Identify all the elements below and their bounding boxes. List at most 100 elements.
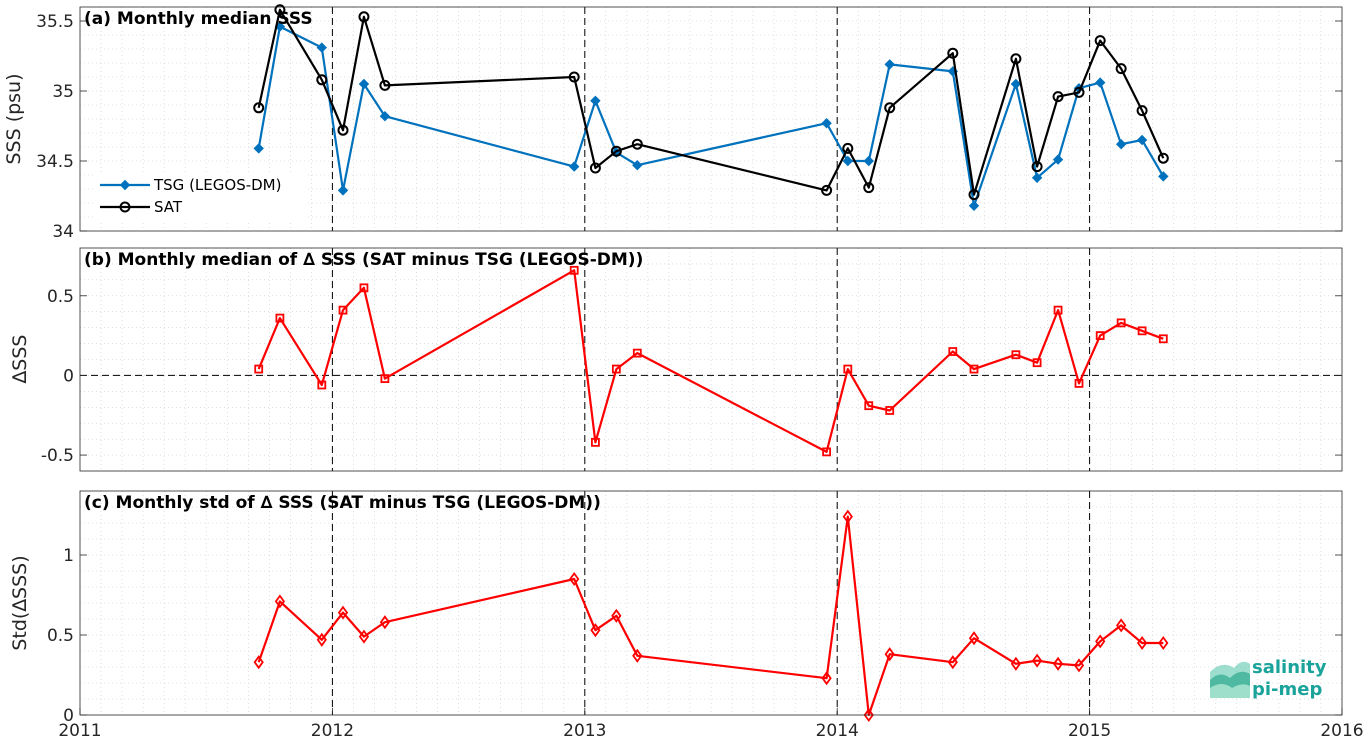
data-point-circle (379, 79, 391, 91)
data-point-diamond (968, 200, 980, 212)
data-point-diamond (1010, 78, 1022, 90)
data-point-square (843, 364, 853, 374)
x-tick-label: 2013 (563, 721, 606, 741)
panel-a-y-axis-label: SSS (psu) (3, 73, 25, 164)
panel-b-title: (b) Monthly median of ∆ SSS (SAT minus T… (84, 250, 643, 270)
x-tick-label: 2015 (1068, 721, 1111, 741)
data-point-square (275, 313, 285, 323)
data-point-diamond (1052, 154, 1064, 165)
data-point-diamond-open (1073, 658, 1085, 673)
data-point-diamond-open (1136, 635, 1148, 651)
data-point-square (359, 283, 369, 293)
data-point-square (1095, 331, 1105, 341)
panel-b-background (80, 248, 1342, 471)
data-point-square (1032, 358, 1042, 368)
data-point-diamond (1158, 171, 1169, 182)
y-tick-label: 35 (52, 82, 74, 102)
data-point-circle (1010, 53, 1022, 65)
data-point-diamond-open (863, 707, 874, 723)
logo-wave-front (1210, 684, 1250, 698)
data-point-diamond-open (1010, 656, 1022, 671)
data-point-circle (274, 4, 286, 16)
data-point-square (569, 265, 579, 275)
y-tick-label: 0.5 (47, 287, 74, 307)
data-point-square (338, 305, 348, 315)
data-point-square (1116, 318, 1126, 328)
pi-mep-logo-graphic (1210, 661, 1250, 698)
data-point-circle (1073, 86, 1085, 98)
legend-tsg-marker (119, 179, 131, 191)
data-point-diamond-open (590, 623, 601, 638)
data-point-diamond (632, 159, 643, 171)
legend-sat-label: SAT (154, 198, 183, 216)
panel-a-title: (a) Monthly median SSS (84, 9, 313, 29)
panel-c-x-ticks: 2011 2012 2013 2014 2015 2016 (58, 708, 1364, 741)
data-point-diamond-open (1095, 634, 1106, 649)
data-point-square (822, 447, 831, 457)
y-tick-label: 0.5 (47, 626, 74, 646)
panel-c-frame (79, 490, 1343, 716)
data-point-diamond-open (1052, 656, 1064, 671)
panel-b: -0.5 0 0.5 (b) Monthly median of ∆ SSS (SA… (9, 247, 1343, 472)
data-point-square (1158, 334, 1168, 344)
data-point-circle (1115, 63, 1127, 75)
data-point-diamond-open (337, 605, 349, 620)
x-tick-label: 2014 (816, 721, 859, 741)
x-tick-label: 2011 (58, 721, 101, 741)
data-point-diamond (358, 78, 370, 90)
data-point-circle (631, 138, 643, 150)
legend-sat-marker (119, 201, 131, 213)
panel-a: 34 34.5 35 35.5 (a) Monthly median SSS SSS … (3, 4, 1343, 242)
data-point-circle (337, 124, 349, 136)
y-tick-label: 1 (63, 546, 74, 566)
x-tick-label: 2012 (311, 721, 354, 741)
data-point-square (632, 348, 642, 358)
panel-a-series (253, 4, 1169, 212)
data-point-diamond-open (821, 671, 832, 686)
data-point-diamond (253, 143, 264, 154)
panel-b-frame (79, 247, 1343, 472)
y-tick-label: 0 (63, 706, 74, 726)
data-point-diamond (337, 185, 349, 196)
panel-c-series (253, 509, 1169, 723)
data-point-diamond-open (274, 594, 286, 609)
data-point-square (969, 364, 979, 374)
data-point-circle (1136, 105, 1148, 117)
data-point-diamond (590, 95, 601, 107)
data-point-diamond (863, 155, 874, 167)
y-tick-label: 34 (52, 222, 74, 242)
data-point-circle (589, 162, 601, 174)
data-point-diamond (1115, 138, 1127, 150)
data-point-square (885, 406, 895, 415)
panel-c-title: (c) Monthly std of ∆ SSS (SAT minus TSG … (84, 493, 601, 513)
data-point-diamond (1136, 134, 1148, 146)
data-point-square (591, 437, 600, 447)
data-point-square (1053, 305, 1063, 315)
data-point-diamond-open (632, 648, 643, 663)
x-tick-label: 2016 (1320, 721, 1363, 741)
panel-b-y-ticks: -0.5 0 0.5 (41, 287, 1342, 466)
panel-b-series (254, 265, 1168, 457)
panel-a-frame (79, 6, 1343, 232)
data-point-diamond-open (968, 631, 980, 646)
y-tick-label: 35.5 (36, 12, 74, 32)
data-point-diamond-open (316, 632, 327, 647)
data-point-diamond-open (358, 629, 370, 644)
panel-c: 0 0.5 1 2011 2012 2013 2014 2015 2016 (c) Month… (9, 490, 1364, 741)
y-tick-label: -0.5 (41, 446, 74, 466)
data-point-diamond-open (884, 647, 895, 662)
data-point-diamond (821, 117, 832, 129)
data-point-diamond-open (253, 655, 264, 670)
data-point-circle (253, 102, 265, 114)
data-point-diamond-open (947, 655, 958, 670)
legend-tsg-label: TSG (LEGOS-DM) (153, 176, 281, 194)
data-point-circle (947, 47, 959, 59)
data-point-square (1137, 326, 1147, 336)
data-point-circle (863, 182, 875, 194)
data-point-diamond-open (569, 571, 580, 587)
panel-b-y-axis-label: ∆SSS (9, 335, 31, 385)
data-point-circle (1157, 152, 1169, 164)
data-point-diamond-open (1116, 618, 1127, 633)
legend-box (96, 172, 308, 220)
series-line-0 (257, 515, 1164, 717)
